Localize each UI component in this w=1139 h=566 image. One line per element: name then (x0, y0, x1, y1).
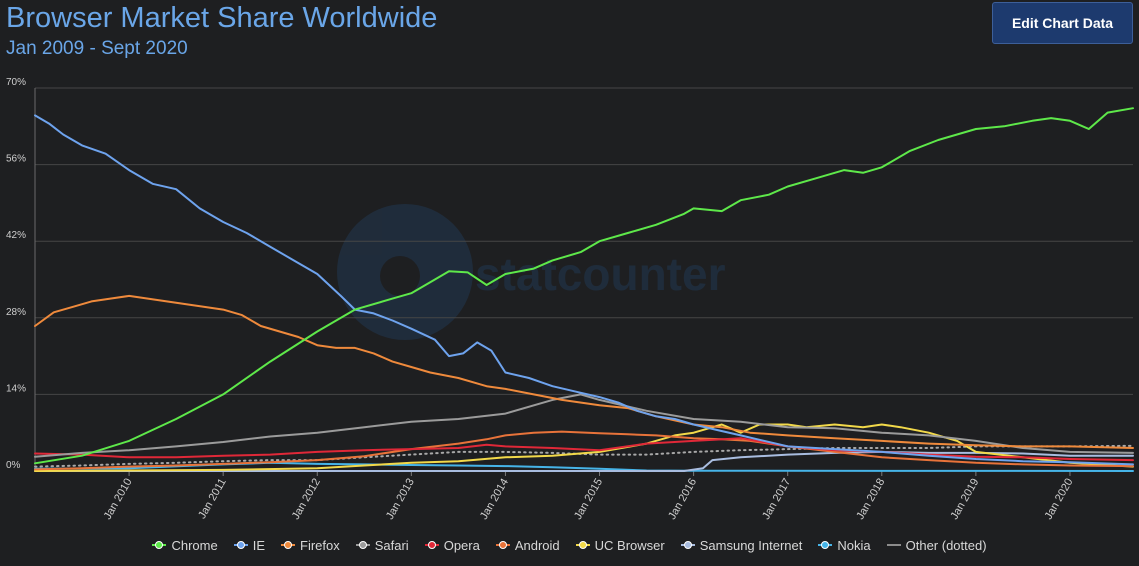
x-tick-label: Jan 2014 (478, 477, 511, 522)
series-line-chrome[interactable] (34, 107, 1134, 465)
x-tick-label: Jan 2016 (666, 477, 699, 522)
chart-subtitle: Jan 2009 - Sept 2020 (6, 38, 188, 59)
y-tick-label: 70% (6, 77, 26, 88)
series-line-ie[interactable] (34, 114, 1134, 466)
x-tick-label: Jan 2011 (196, 477, 229, 521)
x-tick-label: Jan 2012 (290, 477, 323, 522)
legend-marker-icon (233, 540, 248, 550)
legend-item-uc-browser[interactable]: UC Browser (575, 537, 665, 553)
legend-label: Android (514, 537, 560, 553)
series-layer (34, 107, 1134, 472)
chart-title: Browser Market Share Worldwide (6, 2, 438, 34)
x-axis-ticks: Jan 2010 Jan 2011 Jan 2012 Jan 2013 Jan 2014… (102, 471, 1076, 522)
legend-label: Other (dotted) (905, 537, 987, 553)
watermark-logo-icon (337, 204, 473, 340)
x-tick-label: Jan 2020 (1043, 477, 1076, 522)
watermark-logo-hole-icon (380, 256, 420, 296)
x-tick-label: Jan 2017 (760, 477, 793, 522)
legend-label: Safari (374, 537, 409, 553)
x-tick-label: Jan 2015 (572, 477, 605, 522)
legend-label: Samsung Internet (699, 537, 803, 553)
statcounter-watermark: statcounter (337, 204, 726, 340)
legend-marker-icon (680, 540, 695, 550)
legend-marker-icon (886, 540, 901, 550)
legend-label: UC Browser (594, 537, 665, 553)
legend-item-nokia[interactable]: Nokia (818, 537, 871, 553)
series-line-safari[interactable] (34, 393, 1134, 458)
legend-marker-icon (495, 540, 510, 550)
y-tick-label: 14% (6, 383, 26, 394)
legend-item-ie[interactable]: IE (233, 537, 265, 553)
legend-label: Opera (443, 537, 480, 553)
legend-item-safari[interactable]: Safari (355, 537, 409, 553)
legend: Chrome IE Firefox Safari Opera Android UC Brow… (0, 536, 1139, 554)
legend-marker-icon (281, 540, 295, 550)
legend-label: Chrome (171, 537, 218, 553)
legend-marker-icon (355, 540, 370, 550)
legend-item-samsung-internet[interactable]: Samsung Internet (680, 537, 803, 553)
y-tick-label: 28% (6, 307, 26, 318)
series-line-firefox[interactable] (34, 294, 1134, 449)
watermark-text: statcounter (475, 248, 726, 300)
x-tick-label: Jan 2019 (948, 477, 981, 522)
legend-item-firefox[interactable]: Firefox (281, 538, 340, 553)
x-tick-label: Jan 2013 (384, 477, 417, 522)
legend-label: Firefox (300, 537, 340, 553)
y-tick-label: 42% (6, 230, 26, 241)
legend-label: Nokia (837, 537, 871, 553)
legend-item-other-dotted[interactable]: Other (dotted) (886, 537, 987, 553)
x-tick-label: Jan 2018 (854, 477, 887, 522)
legend-item-android[interactable]: Android (495, 537, 560, 553)
legend-item-chrome[interactable]: Chrome (152, 537, 218, 553)
legend-marker-icon (575, 540, 590, 550)
legend-item-opera[interactable]: Opera (424, 537, 480, 553)
x-tick-label: Jan 2010 (102, 477, 135, 522)
legend-label: IE (252, 537, 265, 553)
edit-chart-data-button[interactable]: Edit Chart Data (992, 2, 1133, 44)
y-axis-ticks: 0% 14% 28% 42% 56% 70% (6, 77, 26, 471)
legend-marker-icon (818, 540, 833, 550)
y-tick-label: 0% (6, 460, 21, 471)
series-line-opera[interactable] (34, 437, 1134, 462)
legend-marker-icon (424, 540, 439, 550)
legend-marker-icon (152, 540, 167, 550)
y-tick-label: 56% (6, 154, 26, 165)
series-line-android[interactable] (34, 430, 1134, 471)
